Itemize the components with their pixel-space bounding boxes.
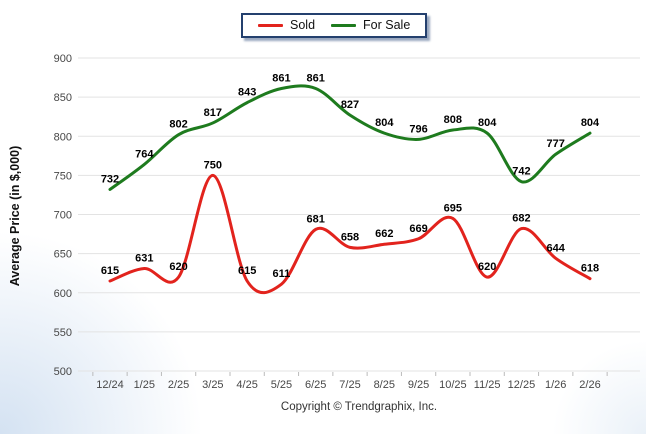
for-sale-line-swatch-icon [331, 24, 357, 27]
data-label-for-sale: 827 [341, 99, 359, 111]
x-tick-label: 4/25 [236, 379, 257, 391]
data-label-sold: 662 [375, 228, 393, 240]
x-tick-label: 11/25 [474, 379, 501, 391]
y-tick-label: 500 [54, 366, 72, 378]
data-label-for-sale: 764 [135, 148, 154, 160]
data-label-sold: 695 [444, 202, 462, 214]
data-label-sold: 615 [101, 265, 119, 277]
legend-label-for-sale: For Sale [363, 17, 411, 32]
x-tick-label: 1/25 [134, 379, 155, 391]
legend-item-for-sale: For Sale [331, 19, 410, 33]
x-tick-label: 12/25 [508, 379, 536, 391]
x-tick-label: 8/25 [374, 379, 395, 391]
x-tick-label: 10/25 [439, 379, 467, 391]
data-label-sold: 620 [478, 261, 496, 273]
series-line-for-sale [108, 84, 592, 191]
data-label-for-sale: 817 [204, 107, 222, 119]
x-tick-label: 1/26 [545, 379, 566, 391]
data-label-for-sale: 804 [375, 117, 394, 129]
data-label-for-sale: 843 [238, 87, 256, 99]
y-tick-label: 750 [54, 170, 72, 182]
x-tick-label: 3/25 [202, 379, 223, 391]
data-label-for-sale: 861 [272, 73, 290, 85]
x-tick-label: 2/25 [168, 379, 189, 391]
data-label-sold: 631 [135, 252, 153, 264]
data-label-sold: 681 [307, 213, 325, 225]
data-label-for-sale: 796 [409, 123, 427, 135]
data-label-for-sale: 804 [478, 117, 497, 129]
y-tick-label: 700 [54, 210, 72, 222]
x-tick-label: 5/25 [271, 379, 292, 391]
y-tick-label: 550 [54, 327, 72, 339]
x-tick-label: 7/25 [339, 379, 360, 391]
series-line-sold [108, 173, 592, 295]
sold-line-swatch-icon [258, 24, 283, 27]
legend-item-sold: Sold [258, 19, 315, 33]
y-tick-label: 850 [54, 92, 72, 104]
data-label-sold: 620 [169, 261, 187, 273]
copyright-text: Copyright © Trendgraphix, Inc. [280, 401, 438, 413]
data-label-for-sale: 777 [547, 138, 565, 150]
y-tick-label: 600 [54, 288, 72, 300]
y-tick-label: 900 [54, 53, 72, 65]
data-label-sold: 644 [547, 242, 566, 254]
data-label-sold: 682 [512, 213, 530, 225]
y-tick-label: 650 [54, 249, 72, 261]
data-label-for-sale: 861 [307, 73, 325, 85]
y-axis-title: Average Price (in $,000) [8, 145, 22, 287]
data-label-for-sale: 732 [101, 173, 119, 185]
chart-legend: Sold For Sale [241, 13, 428, 38]
data-label-for-sale: 808 [444, 114, 462, 126]
data-label-sold: 618 [581, 263, 599, 275]
x-tick-label: 9/25 [408, 379, 429, 391]
x-tick-label: 2/26 [579, 379, 600, 391]
data-label-for-sale: 742 [512, 166, 530, 178]
x-tick-label: 12/24 [96, 379, 124, 391]
data-label-for-sale: 802 [169, 119, 187, 131]
data-label-for-sale: 804 [581, 117, 600, 129]
data-label-sold: 669 [409, 223, 427, 235]
data-label-sold: 658 [341, 231, 359, 243]
data-label-sold: 750 [204, 159, 222, 171]
legend-label-sold: Sold [290, 17, 316, 32]
data-label-sold: 615 [238, 265, 256, 277]
y-tick-label: 800 [54, 131, 72, 143]
x-tick-label: 6/25 [305, 379, 326, 391]
data-label-sold: 611 [273, 268, 291, 280]
